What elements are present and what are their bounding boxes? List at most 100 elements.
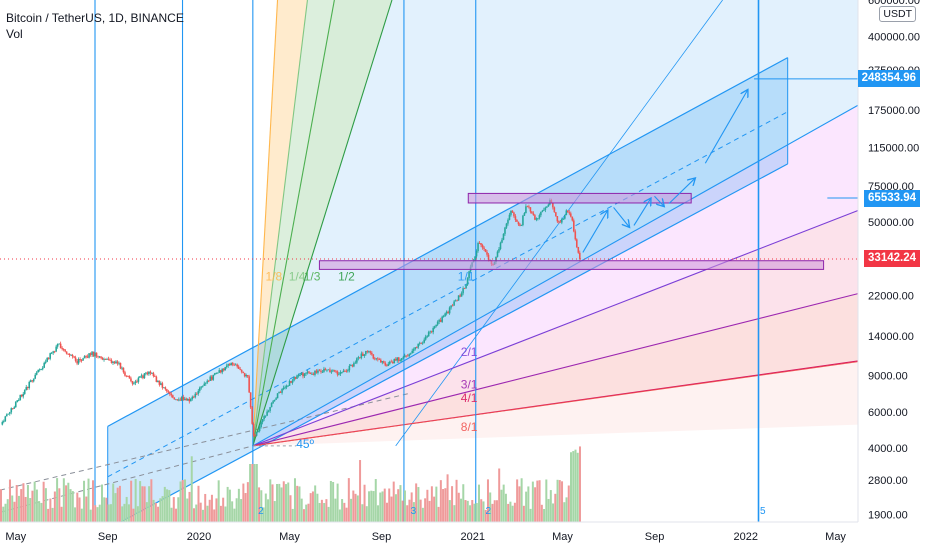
volume-bar	[338, 509, 341, 522]
zone-support	[318, 260, 825, 270]
volume-bar	[545, 479, 548, 522]
candle-body	[324, 368, 327, 371]
candle-body	[435, 324, 437, 327]
candle-body	[523, 213, 526, 216]
candle-body	[466, 278, 469, 285]
candle-body	[73, 356, 75, 358]
volume-indicator-label[interactable]: Vol	[6, 27, 23, 41]
candle-body	[347, 370, 349, 372]
candle-body	[34, 374, 37, 379]
fan-label-3-1: 3/1	[461, 377, 478, 391]
candle-body	[204, 382, 207, 384]
candle-body	[341, 372, 343, 373]
candle-body	[92, 351, 95, 357]
volume-bar	[406, 505, 409, 522]
volume-bar	[460, 498, 463, 522]
volume-bar	[69, 489, 72, 522]
candle-body	[417, 343, 420, 348]
fan-label-4-1: 4/1	[461, 391, 478, 405]
candle-body	[167, 391, 170, 393]
y-tick-label: 115000.00	[868, 143, 919, 155]
candle-body	[11, 408, 14, 410]
candle-body	[381, 361, 384, 363]
volume-bar	[534, 487, 537, 522]
volume-bar	[264, 493, 267, 522]
candle-body	[160, 383, 162, 385]
volume-bar	[139, 481, 142, 522]
candle-body	[326, 369, 328, 371]
volume-bar	[219, 505, 222, 522]
candle-body	[475, 250, 478, 257]
candle-body	[465, 284, 467, 289]
volume-bar	[511, 505, 514, 522]
fan-ray-1-3	[252, 0, 335, 446]
volume-bar	[486, 479, 489, 522]
candle-body	[263, 416, 265, 420]
volume-bar	[341, 499, 344, 522]
candle-body	[561, 219, 563, 223]
fan-ray-3-1	[252, 293, 859, 447]
candle-body	[118, 362, 120, 364]
candle-body	[55, 346, 57, 352]
candle-body	[59, 343, 62, 349]
candle-body	[365, 351, 367, 355]
candle-body	[127, 376, 129, 377]
volume-bar	[98, 504, 101, 522]
volume-bar	[163, 486, 166, 522]
volume-bar	[309, 493, 312, 522]
candle-body	[154, 376, 156, 377]
candle-body	[222, 368, 225, 371]
volume-bar	[121, 506, 124, 522]
volume-bar	[576, 452, 579, 522]
volume-bar	[421, 507, 424, 522]
volume-bar	[175, 508, 178, 522]
volume-bar	[345, 507, 348, 522]
volume-bar	[359, 460, 362, 522]
volume-bar	[143, 486, 146, 522]
candle-body	[333, 370, 336, 372]
volume-bar	[40, 502, 43, 522]
volume-bar	[228, 489, 231, 522]
candle-body	[266, 411, 268, 416]
volume-bar	[157, 506, 160, 522]
candle-body	[170, 394, 173, 396]
candle-body	[95, 352, 98, 357]
candle-body	[79, 359, 81, 361]
candle-body	[64, 349, 66, 352]
candle-body	[104, 359, 107, 360]
candle-body	[400, 358, 403, 361]
candle-body	[182, 396, 185, 400]
volume-bar	[94, 505, 97, 522]
volume-bar	[385, 502, 388, 522]
volume-bar	[403, 490, 406, 522]
volume-bar	[199, 502, 202, 522]
volume-bar	[255, 464, 258, 522]
candle-body	[4, 416, 7, 422]
candle-body	[215, 373, 218, 375]
currency-unit-badge[interactable]: USDT	[879, 6, 916, 22]
projection-arrow	[654, 195, 663, 206]
candle-body	[261, 419, 264, 423]
projection-arrow	[668, 179, 695, 204]
candle-body	[145, 372, 147, 374]
volume-bar	[210, 494, 213, 522]
candle-body	[426, 336, 428, 338]
candle-body	[305, 372, 307, 374]
volume-bar	[527, 486, 530, 522]
volume-bar	[410, 492, 413, 522]
candle-body	[427, 332, 430, 337]
candle-body	[303, 373, 306, 377]
candle-body	[396, 357, 399, 361]
candle-body	[7, 413, 10, 415]
volume-bar	[426, 489, 429, 522]
volume-bar	[563, 502, 566, 522]
candle-body	[281, 388, 283, 393]
candle-body	[152, 372, 155, 377]
volume-bar	[356, 495, 359, 522]
candle-body	[194, 393, 197, 398]
candle-body	[43, 362, 45, 368]
candle-body	[486, 252, 488, 255]
candle-body	[38, 369, 41, 371]
candle-body	[110, 360, 113, 363]
